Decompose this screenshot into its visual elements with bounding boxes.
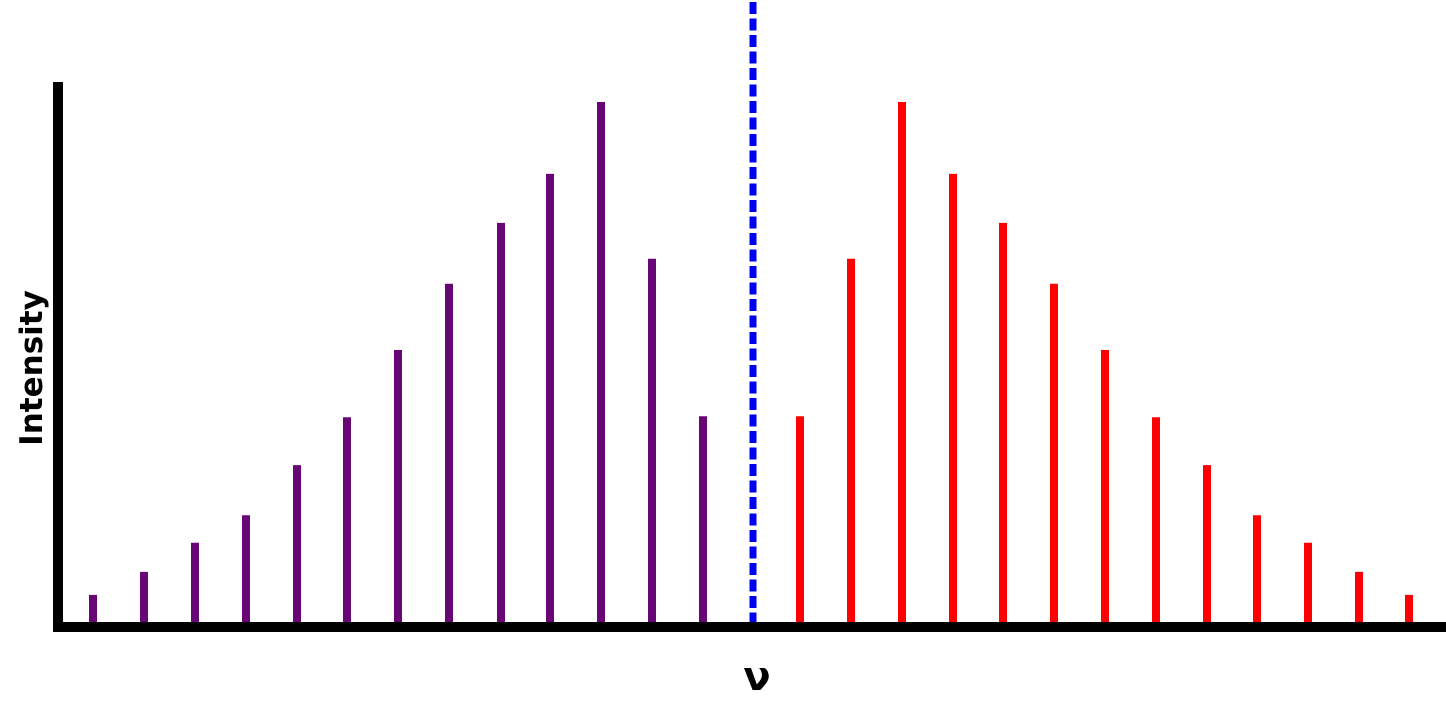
x-axis-label: ν (743, 654, 771, 700)
left-branch-lines (89, 102, 707, 627)
right-branch-lines (796, 102, 1413, 627)
y-axis (53, 82, 63, 632)
y-axis-label: Intensity (14, 290, 50, 446)
x-axis (53, 622, 1446, 632)
